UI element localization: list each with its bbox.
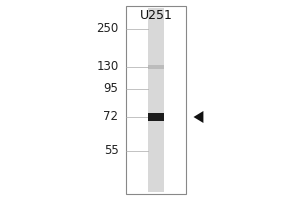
Text: 55: 55 (104, 144, 119, 158)
Bar (126, 6, 186, 194)
Bar (148, 8, 164, 192)
Text: 130: 130 (96, 60, 118, 73)
Text: 95: 95 (103, 82, 118, 95)
Text: 250: 250 (96, 22, 118, 36)
Polygon shape (194, 111, 203, 123)
Text: 72: 72 (103, 110, 118, 123)
Text: U251: U251 (140, 9, 172, 22)
Bar (148, 113, 164, 121)
Bar (148, 65, 164, 69)
